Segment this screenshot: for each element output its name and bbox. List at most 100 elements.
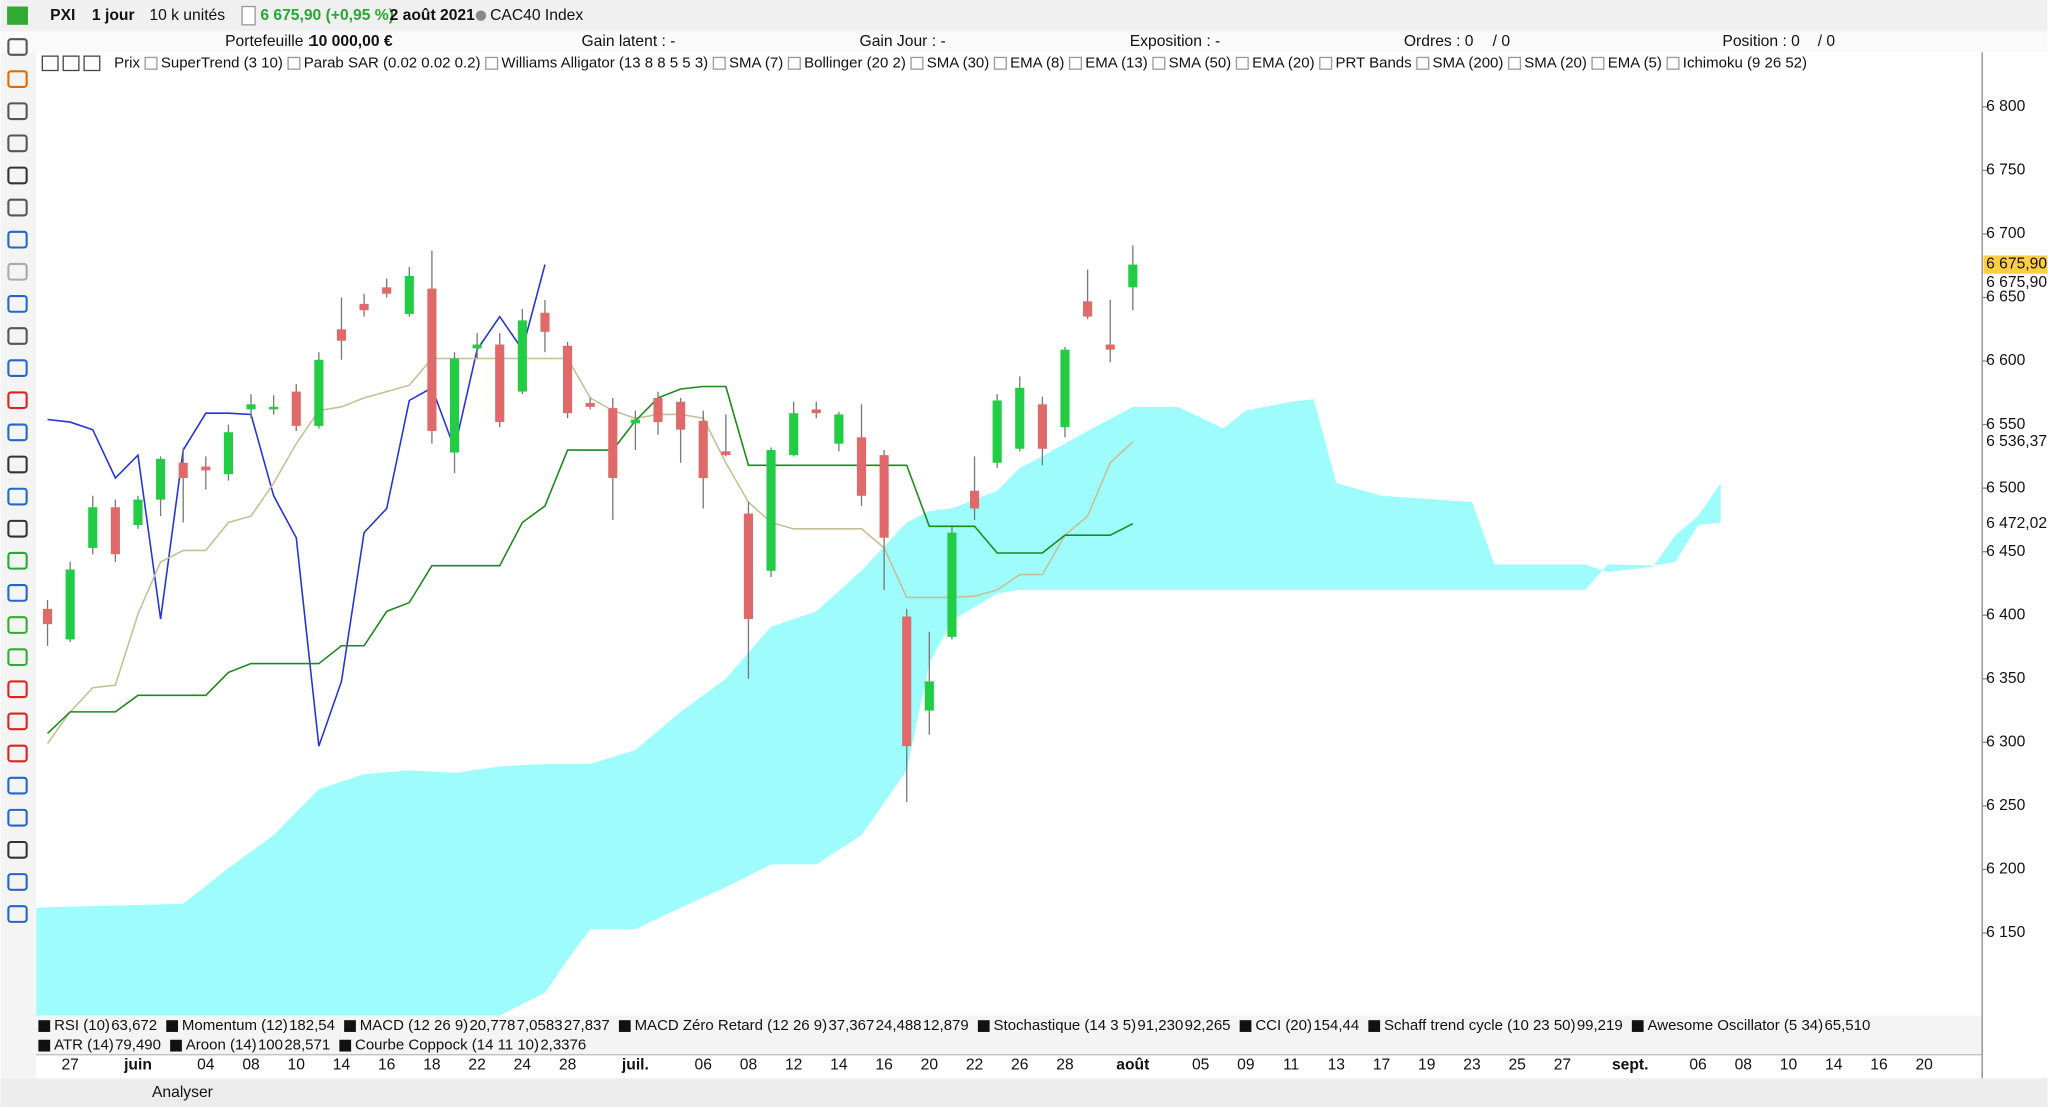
- tool-icon[interactable]: [7, 648, 28, 667]
- position[interactable]: Position : 0: [1722, 33, 1800, 50]
- indicator-name[interactable]: EMA (5): [1608, 54, 1662, 71]
- indicator-name[interactable]: EMA (20): [1252, 54, 1315, 71]
- indicator-name[interactable]: Prix: [114, 54, 140, 71]
- indicator-name[interactable]: Williams Alligator (13 8 8 5 5 3): [501, 54, 708, 71]
- panel-icon[interactable]: [166, 1020, 179, 1032]
- indicator-name[interactable]: SuperTrend (3 10): [161, 54, 283, 71]
- tool-icon[interactable]: [7, 327, 28, 345]
- panel-name[interactable]: Momentum (12): [182, 1017, 288, 1034]
- indicator-name[interactable]: EMA (8): [1010, 54, 1064, 71]
- panel-name[interactable]: MACD (12 26 9): [360, 1017, 468, 1034]
- x-tick-label: 26: [1011, 1056, 1029, 1073]
- indicator-checkbox[interactable]: [1666, 56, 1680, 70]
- legend-icon[interactable]: [62, 55, 80, 72]
- panel-icon[interactable]: [38, 1020, 51, 1032]
- tool-icon[interactable]: [7, 38, 28, 56]
- panel-icon[interactable]: [1368, 1020, 1381, 1032]
- panel-icon[interactable]: [1631, 1020, 1644, 1032]
- panel-name[interactable]: ATR (14): [54, 1037, 114, 1054]
- tool-icon[interactable]: [7, 359, 28, 378]
- tool-icon[interactable]: [7, 262, 28, 281]
- period[interactable]: 1 jour: [92, 7, 135, 24]
- legend-icon[interactable]: [41, 55, 59, 72]
- tool-icon[interactable]: [7, 134, 28, 153]
- indicator-name[interactable]: SMA (7): [729, 54, 783, 71]
- tool-icon[interactable]: [7, 198, 28, 217]
- ordres[interactable]: Ordres : 0: [1404, 33, 1474, 50]
- panel-name[interactable]: Awesome Oscillator (5 34): [1648, 1017, 1824, 1034]
- tool-icon[interactable]: [7, 616, 28, 634]
- tool-icon[interactable]: [7, 423, 28, 442]
- indicator-checkbox[interactable]: [485, 56, 499, 70]
- portfolio-label: Portefeuille :: [225, 33, 312, 50]
- tool-icon[interactable]: [7, 166, 28, 185]
- tool-icon[interactable]: [7, 391, 28, 410]
- app-icon[interactable]: [7, 6, 28, 25]
- tool-icon[interactable]: [7, 584, 28, 602]
- indicator-checkbox[interactable]: [1319, 56, 1333, 70]
- indicator-name[interactable]: Ichimoku (9 26 52): [1683, 54, 1807, 71]
- panel-name[interactable]: MACD Zéro Retard (12 26 9): [635, 1017, 828, 1034]
- candle-body: [472, 344, 482, 349]
- units[interactable]: 10 k unités: [149, 7, 225, 24]
- tool-icon[interactable]: [7, 102, 28, 121]
- position-total[interactable]: / 0: [1818, 33, 1836, 50]
- indicator-checkbox[interactable]: [993, 56, 1007, 70]
- tool-icon[interactable]: [7, 680, 28, 699]
- panel-icon[interactable]: [618, 1020, 631, 1032]
- panel-name[interactable]: CCI (20): [1255, 1017, 1312, 1034]
- panel-name[interactable]: Aroon (14): [186, 1037, 257, 1054]
- ordres-total[interactable]: / 0: [1493, 33, 1511, 50]
- panel-name[interactable]: Courbe Coppock (14 11 10): [355, 1037, 539, 1054]
- indicator-checkbox[interactable]: [910, 56, 924, 70]
- indicator-name[interactable]: Parab SAR (0.02 0.02 0.2): [304, 54, 481, 71]
- tool-icon[interactable]: [7, 776, 28, 795]
- panel-icon[interactable]: [38, 1039, 51, 1052]
- indicator-name[interactable]: PRT Bands: [1335, 54, 1411, 71]
- panel-icon[interactable]: [1239, 1020, 1252, 1032]
- tool-icon[interactable]: [7, 873, 28, 891]
- x-tick-label: 25: [1508, 1056, 1526, 1073]
- panel-icon[interactable]: [170, 1039, 182, 1052]
- indicator-name[interactable]: SMA (20): [1524, 54, 1587, 71]
- tool-icon[interactable]: [7, 905, 28, 923]
- legend-icon[interactable]: [83, 55, 101, 72]
- indicator-name[interactable]: Bollinger (20 2): [804, 54, 906, 71]
- x-tick-label: 27: [61, 1056, 78, 1073]
- indicator-name[interactable]: SMA (200): [1433, 54, 1504, 71]
- indicator-checkbox[interactable]: [1507, 56, 1522, 70]
- tool-icon[interactable]: [7, 295, 28, 313]
- tool-icon[interactable]: [7, 551, 28, 570]
- indicator-name[interactable]: SMA (30): [927, 54, 990, 71]
- tool-icon[interactable]: [7, 455, 28, 474]
- panel-icon[interactable]: [339, 1039, 352, 1052]
- indicator-checkbox[interactable]: [144, 56, 158, 70]
- panel-name[interactable]: RSI (10): [54, 1017, 110, 1034]
- tool-icon[interactable]: [7, 808, 28, 827]
- indicator-checkbox[interactable]: [787, 56, 801, 70]
- info-icon[interactable]: [241, 5, 256, 26]
- indicator-name[interactable]: EMA (13): [1085, 54, 1148, 71]
- indicator-checkbox[interactable]: [712, 56, 726, 70]
- indicator-name[interactable]: SMA (50): [1169, 54, 1232, 71]
- bottom-bar: [0, 1078, 2048, 1107]
- tool-icon[interactable]: [7, 519, 28, 538]
- tool-icon[interactable]: [7, 712, 28, 731]
- panel-name[interactable]: Stochastique (14 3 5): [994, 1017, 1137, 1034]
- panel-icon[interactable]: [977, 1020, 990, 1032]
- analyse-button[interactable]: Analyser: [152, 1084, 213, 1101]
- indicator-checkbox[interactable]: [287, 56, 301, 70]
- tool-icon[interactable]: [7, 840, 28, 859]
- tool-icon[interactable]: [7, 230, 28, 249]
- indicator-checkbox[interactable]: [1591, 56, 1605, 70]
- symbol[interactable]: PXI: [50, 7, 75, 24]
- panel-name[interactable]: Schaff trend cycle (10 23 50): [1384, 1017, 1576, 1034]
- tool-icon[interactable]: [7, 487, 28, 506]
- tool-icon[interactable]: [7, 744, 28, 763]
- indicator-checkbox[interactable]: [1152, 56, 1166, 70]
- panel-icon[interactable]: [344, 1020, 356, 1032]
- indicator-checkbox[interactable]: [1068, 56, 1082, 70]
- indicator-checkbox[interactable]: [1235, 56, 1249, 70]
- indicator-checkbox[interactable]: [1416, 56, 1430, 70]
- tool-icon[interactable]: [7, 70, 28, 88]
